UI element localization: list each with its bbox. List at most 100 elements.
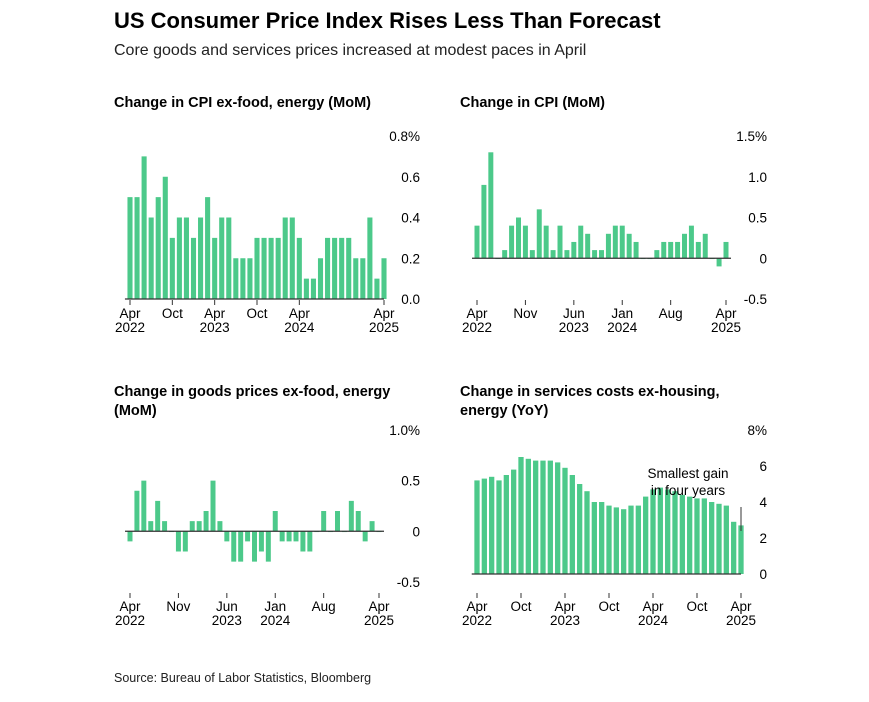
bar: [694, 498, 700, 574]
x-tick-label: 2025: [364, 613, 394, 628]
chart-title: Change in goods prices ex-food, energy (…: [114, 384, 391, 419]
bar: [695, 241, 701, 259]
bar: [245, 531, 251, 542]
bar: [489, 476, 495, 574]
bar: [654, 250, 660, 259]
bar: [314, 531, 320, 533]
chart-title: Change in services costs ex-housing, ene…: [460, 384, 720, 419]
bar: [709, 502, 715, 574]
bar: [141, 480, 147, 532]
bar: [585, 233, 591, 259]
x-tick-label: Oct: [246, 306, 267, 321]
x-tick-label: Apr: [554, 599, 576, 614]
bar: [503, 475, 509, 574]
y-tick-label: 0.5: [401, 474, 420, 489]
x-tick-label: 2022: [115, 320, 145, 335]
y-tick-label: 0.2: [401, 251, 420, 266]
x-tick-label: 2025: [711, 320, 741, 335]
bar: [353, 258, 359, 299]
bar: [289, 217, 295, 299]
bar: [668, 241, 674, 259]
x-tick-label: Apr: [289, 306, 311, 321]
bar: [682, 233, 687, 259]
bar: [300, 531, 306, 552]
bar: [635, 505, 641, 574]
x-tick-label: Apr: [368, 599, 390, 614]
x-tick-label: 2023: [212, 613, 242, 628]
y-tick-label: 1.0: [748, 170, 767, 185]
bar: [176, 217, 182, 299]
bar: [665, 489, 671, 574]
bar: [198, 217, 204, 299]
bar: [286, 531, 292, 542]
bar: [738, 525, 744, 574]
bar: [205, 197, 211, 300]
x-tick-label: Apr: [730, 599, 752, 614]
x-tick-label: Apr: [466, 306, 488, 321]
bar: [272, 511, 278, 532]
x-tick-label: Apr: [119, 599, 141, 614]
y-tick-label: 0: [759, 251, 767, 266]
bar: [196, 521, 202, 532]
bar: [226, 217, 232, 299]
bar: [148, 217, 154, 299]
bar: [279, 531, 285, 542]
bar: [672, 491, 678, 574]
bar: [557, 225, 563, 259]
bar: [219, 217, 225, 299]
bar: [613, 507, 619, 574]
bar: [367, 217, 373, 299]
bar: [374, 278, 380, 300]
bar: [555, 462, 561, 574]
x-tick-label: 2024: [638, 613, 669, 628]
bar: [233, 258, 239, 299]
bar: [488, 152, 494, 259]
bar: [647, 258, 653, 260]
y-tick-label: 0.5: [748, 211, 767, 226]
x-tick-label: 2024: [284, 320, 315, 335]
bar: [496, 480, 502, 574]
bar: [474, 480, 480, 574]
bar: [238, 531, 244, 562]
bar: [134, 490, 140, 532]
bar: [509, 225, 515, 259]
bar: [293, 531, 299, 542]
bar: [182, 531, 188, 552]
bar: [240, 258, 246, 299]
chart-title: Change in CPI ex-food, energy (MoM): [114, 95, 371, 111]
bar: [716, 503, 722, 574]
bar: [317, 258, 324, 299]
bar: [612, 225, 618, 259]
bar: [169, 531, 174, 533]
bar: [564, 250, 570, 259]
y-tick-label: 0.6: [401, 170, 420, 185]
bar: [702, 233, 708, 259]
bar: [296, 237, 302, 300]
x-tick-label: Oct: [598, 599, 619, 614]
bar: [332, 237, 338, 300]
bar: [578, 225, 584, 259]
bar: [605, 233, 611, 259]
bar: [282, 217, 288, 299]
bar: [650, 489, 656, 574]
bar: [189, 521, 195, 532]
bar: [210, 480, 216, 532]
y-tick-label: -0.5: [397, 575, 420, 590]
bar: [547, 460, 553, 574]
x-tick-label: 2024: [260, 613, 291, 628]
bar: [481, 478, 487, 574]
bar: [169, 237, 175, 300]
bar: [212, 237, 218, 300]
x-tick-label: Aug: [312, 599, 336, 614]
bar: [626, 233, 632, 259]
bar: [127, 531, 133, 542]
y-tick-label: 0: [759, 567, 767, 582]
bar: [258, 531, 264, 552]
bar: [134, 197, 140, 300]
bar: [723, 241, 729, 259]
y-tick-label: 8%: [747, 423, 767, 438]
x-tick-label: 2024: [607, 320, 638, 335]
y-tick-label: -0.5: [744, 292, 767, 307]
